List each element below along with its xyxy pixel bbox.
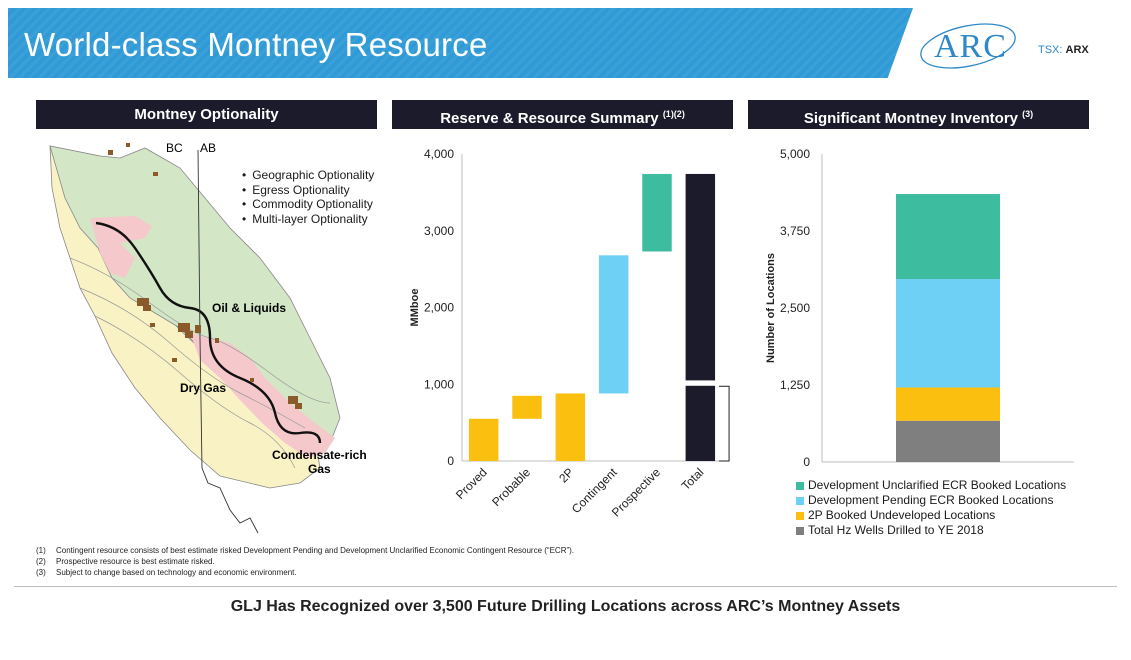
y-tick-label: 1,250 [780,378,810,392]
map-bc-label: BC [166,141,183,155]
legend-item: 2P Booked Undeveloped Locations [796,508,1066,523]
x-tick-label: Proved [453,465,490,502]
y-tick-label: 4,000 [424,147,454,161]
y-tick-label: 2,000 [424,301,454,315]
bar [598,255,629,394]
map-well-clusters [108,143,302,409]
panel-heading-reserve: Reserve & Resource Summary (1)(2) [392,100,733,129]
optionality-bullets: Geographic Optionality Egress Optionalit… [242,168,374,226]
y-tick-label: 0 [447,454,454,468]
map-graphic: BC AB Oil & Liquids Dry Gas Condensate-r… [49,141,367,534]
y-tick-label: 1,000 [424,377,454,391]
stack-segment [896,279,1000,388]
liquids-bracket [719,385,730,462]
divider [14,586,1117,587]
ticker-symbol: ARX [1065,44,1089,56]
x-tick-label: 2P [556,465,576,485]
y-tick-label: 3,750 [780,224,810,238]
map-bc-ab-border [197,149,259,534]
banner-texture [8,8,913,78]
legend-item: Total Hz Wells Drilled to YE 2018 [796,523,1066,538]
panel-title: Significant Montney Inventory [803,110,1018,127]
ticker: TSX: ARX [1038,44,1089,56]
bar [468,418,499,461]
legend-swatch [796,526,804,535]
footnote-number: (1) [36,546,46,555]
bullet-item: Commodity Optionality [242,197,374,212]
y-tick-label: 2,500 [780,301,810,315]
bottom-statement: GLJ Has Recognized over 3,500 Future Dri… [230,598,901,615]
legend-item: Development Unclarified ECR Booked Locat… [796,478,1066,493]
legend-label: Development Pending ECR Booked Locations [808,493,1054,507]
title-banner: World-class Montney Resource [8,8,913,78]
panel-title-footnote-ref: (3) [1022,109,1034,119]
map-label-dry-gas: Dry Gas [180,381,226,395]
bar [512,395,542,419]
bullet-item: Multi-layer Optionality [242,212,374,227]
bar [642,173,672,252]
y-tick-label: 3,000 [424,224,454,238]
map-label-gas: Gas [308,462,331,476]
map-ab-label: AB [200,141,216,155]
bullet-item: Geographic Optionality [242,168,374,183]
bar [555,393,586,461]
panel-heading-optionality: Montney Optionality [36,100,377,129]
panel-title: Montney Optionality [134,106,279,123]
map-label-condensate: Condensate-rich [272,448,367,462]
footnote-number: (3) [36,568,46,577]
stack-segment [896,194,1000,280]
logo-text: ARC [934,28,1007,65]
map-contour-line [94,315,296,469]
footnote: (1) Contingent resource consists of best… [36,545,574,556]
montney-inventory-chart: 0 1,250 2,500 3,750 5,000 Number of Locations [765,147,1074,469]
map-zone-pink-upper [90,216,152,278]
page-title: World-class Montney Resource [24,26,488,63]
bar [685,385,716,461]
ticker-prefix: TSX: [1038,44,1063,56]
footnote-text: Subject to change based on technology an… [56,568,297,577]
legend-label: Development Unclarified ECR Booked Locat… [808,478,1067,492]
footnote-text: Contingent resource consists of best est… [56,546,575,555]
legend-swatch [796,481,804,490]
y-tick-label: 0 [803,455,810,469]
map-trend-line [95,221,322,444]
reserve-resource-chart: 0 1,000 2,000 3,000 4,000 MMboe Proved Probable… [409,147,730,519]
map-zone-pink-lower [190,333,335,458]
stack-segment [896,387,1000,421]
legend-swatch [796,511,804,520]
legend-label: Total Hz Wells Drilled to YE 2018 [808,523,984,537]
x-tick-label: Probable [489,465,533,509]
panel-title-footnote-ref: (1)(2) [662,109,685,119]
map-label-oil-liquids: Oil & Liquids [212,301,286,315]
legend-swatch [796,496,804,505]
legend-item: Development Pending ECR Booked Locations [796,493,1066,508]
panel-title: Reserve & Resource Summary [440,110,659,127]
y-axis-title: Number of Locations [765,253,777,363]
bullet-item: Egress Optionality [242,183,374,198]
footnotes: (1) Contingent resource consists of best… [36,545,574,578]
arc-logo: ARC [918,20,1028,76]
y-tick-label: 5,000 [780,147,810,161]
panel-heading-inventory: Significant Montney Inventory (3) [748,100,1089,129]
footnote: (3) Subject to change based on technolog… [36,567,574,578]
bar [685,173,716,381]
logo-swoosh-icon [920,23,1016,69]
stack-segment [896,420,1000,462]
footnote: (2) Prospective resource is best estimat… [36,556,574,567]
footnote-number: (2) [36,557,46,566]
footnote-text: Prospective resource is best estimate ri… [56,557,215,566]
inventory-legend: Development Unclarified ECR Booked Locat… [796,478,1066,538]
x-tick-label: Total [679,465,707,493]
y-axis-title: MMboe [409,289,421,327]
montney-map: BC AB Oil & Liquids Dry Gas Condensate-r… [40,138,380,540]
legend-label: 2P Booked Undeveloped Locations [808,508,996,522]
